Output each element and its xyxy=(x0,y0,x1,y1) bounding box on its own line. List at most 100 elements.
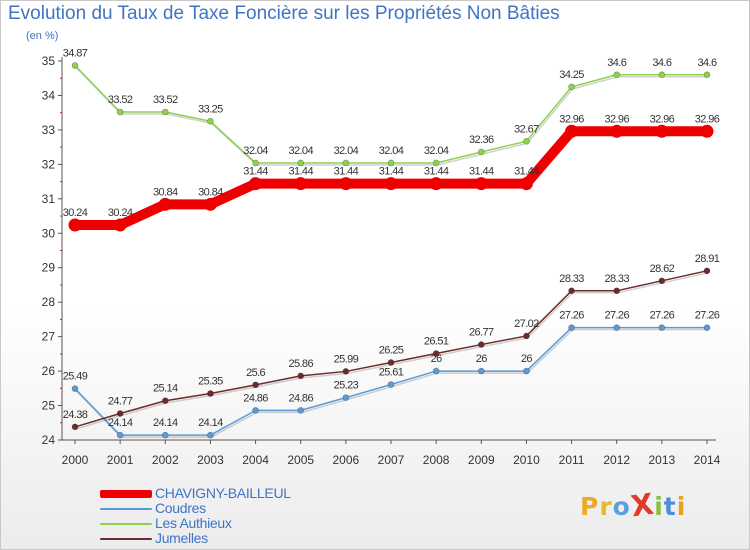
x-tick-label: 2005 xyxy=(287,453,314,467)
data-point xyxy=(568,83,575,91)
data-point xyxy=(432,367,440,375)
y-tick-label: 29 xyxy=(42,261,56,275)
data-point xyxy=(613,71,621,79)
data-label: 31.44 xyxy=(469,166,494,178)
legend-swatch xyxy=(100,538,152,540)
data-point xyxy=(297,159,305,167)
data-point xyxy=(252,159,259,167)
data-point xyxy=(297,407,305,414)
legend-label: Jumelles xyxy=(155,530,208,546)
data-point xyxy=(658,324,666,331)
data-label: 27.26 xyxy=(695,310,720,322)
data-point xyxy=(613,287,621,295)
y-tick-label: 31 xyxy=(42,192,56,206)
legend-swatch xyxy=(100,523,152,525)
data-label: 32.96 xyxy=(604,113,629,125)
data-label: 32.04 xyxy=(424,145,449,157)
data-label: 26.77 xyxy=(469,327,494,339)
unit-label: (en %) xyxy=(26,30,59,42)
data-label: 26 xyxy=(431,353,443,365)
x-tick-label: 2007 xyxy=(378,453,405,467)
data-point xyxy=(113,218,127,232)
data-point xyxy=(68,218,82,232)
legend-label: CHAVIGNY-BAILLEUL xyxy=(155,485,291,501)
data-label: 30.84 xyxy=(153,186,178,198)
logo-letter: i xyxy=(654,492,664,521)
data-label: 30.24 xyxy=(108,207,133,219)
data-point xyxy=(252,407,259,414)
y-tick-label: 24 xyxy=(42,433,56,447)
data-point xyxy=(71,423,79,431)
y-tick-label: 32 xyxy=(42,157,56,171)
x-tick-label: 2013 xyxy=(649,453,676,467)
data-point xyxy=(387,159,395,167)
data-label: 32.96 xyxy=(559,113,584,125)
data-label: 26.25 xyxy=(379,344,404,356)
x-tick-label: 2011 xyxy=(559,453,585,467)
chart-title: Evolution du Taux de Taxe Foncière sur l… xyxy=(8,3,560,24)
data-label: 28.33 xyxy=(604,273,629,285)
legend-item: Jumelles xyxy=(100,530,360,546)
data-label: 33.52 xyxy=(108,94,133,106)
data-point xyxy=(249,177,263,191)
data-point xyxy=(523,332,530,340)
data-label: 25.86 xyxy=(288,358,313,370)
data-label: 32.04 xyxy=(334,145,359,157)
data-point xyxy=(519,177,533,191)
data-point xyxy=(71,62,79,69)
data-label: 26 xyxy=(476,353,488,365)
data-label: 31.44 xyxy=(243,166,268,178)
data-point xyxy=(252,381,259,389)
x-tick-label: 2010 xyxy=(513,453,540,467)
data-label: 34.87 xyxy=(63,47,88,59)
data-point xyxy=(565,124,579,138)
data-label: 24.14 xyxy=(108,417,133,429)
data-point xyxy=(703,71,711,79)
y-tick-label: 34 xyxy=(42,88,56,102)
data-point xyxy=(658,71,666,79)
data-label: 31.44 xyxy=(288,166,313,178)
data-label: 24.86 xyxy=(288,392,313,404)
y-tick-label: 27 xyxy=(42,330,56,344)
data-label: 25.6 xyxy=(246,367,265,379)
y-tick-label: 25 xyxy=(42,399,56,413)
y-tick-label: 35 xyxy=(42,54,56,68)
data-label: 24.38 xyxy=(63,409,88,421)
data-label: 33.25 xyxy=(198,103,223,115)
data-point xyxy=(432,350,440,357)
data-point xyxy=(703,267,711,275)
logo-letter: o xyxy=(612,492,631,521)
data-point xyxy=(474,177,488,191)
data-point xyxy=(387,381,395,388)
data-label: 27.26 xyxy=(650,310,675,322)
data-point xyxy=(523,137,530,145)
data-label: 31.44 xyxy=(514,166,539,178)
data-label: 34.6 xyxy=(607,57,626,69)
x-tick-label: 2014 xyxy=(694,453,721,467)
data-label: 31.44 xyxy=(424,166,449,178)
chart-axes: 24 25 26 27 28 29 30 31 32 33 34 35 2000 2001 2002 2003… xyxy=(42,54,721,467)
x-tick-label: 2008 xyxy=(423,453,450,467)
x-tick-label: 2001 xyxy=(107,453,134,467)
y-tick-label: 30 xyxy=(42,226,56,240)
data-label: 24.77 xyxy=(108,395,133,407)
logo-letter: P xyxy=(580,492,600,521)
logo-letter: i xyxy=(676,492,687,521)
data-label: 25.23 xyxy=(334,380,359,392)
data-point xyxy=(703,324,711,331)
data-label: 32.04 xyxy=(243,145,268,157)
data-point xyxy=(432,159,440,167)
legend-swatch xyxy=(100,490,152,498)
data-point xyxy=(342,159,350,167)
data-point xyxy=(207,390,214,397)
data-label: 32.96 xyxy=(695,113,720,125)
x-tick-label: 2012 xyxy=(603,453,630,467)
data-label: 24.14 xyxy=(198,417,223,429)
legend-item: Les Authieux xyxy=(100,515,360,531)
legend-label: Coudres xyxy=(155,500,206,516)
data-label: 27.26 xyxy=(559,310,584,322)
proxiti-logo: ProXiti xyxy=(580,487,687,524)
data-label: 24.86 xyxy=(243,392,268,404)
data-label: 26.51 xyxy=(424,336,449,348)
